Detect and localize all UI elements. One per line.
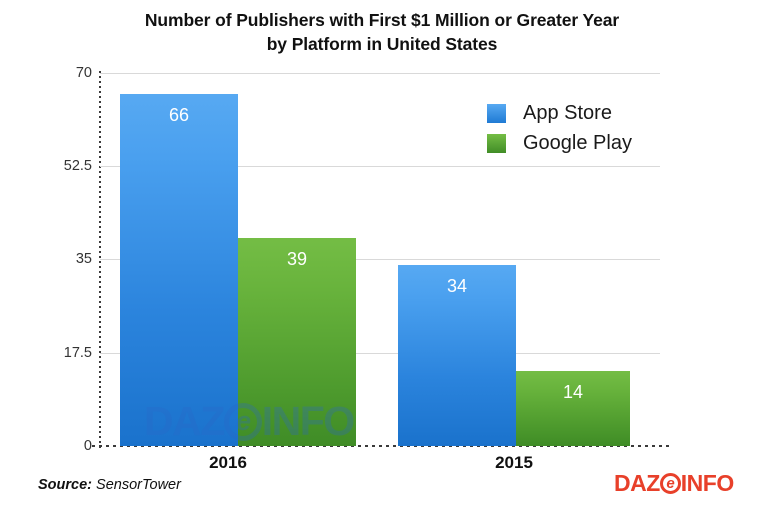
bar-google-play-2015[interactable]: 14 xyxy=(516,371,630,446)
logo-circled-e-icon: e xyxy=(659,473,681,494)
y-axis-labels: 70 52.5 35 17.5 0 xyxy=(0,0,92,511)
gridline xyxy=(100,166,660,167)
legend-label: Google Play xyxy=(523,131,632,154)
y-tick-label: 70 xyxy=(75,65,92,81)
x-axis-line xyxy=(92,445,670,447)
x-tick-label-2015: 2015 xyxy=(495,453,533,472)
chart-title: Number of Publishers with First $1 Milli… xyxy=(60,8,704,56)
x-tick-label-2016: 2016 xyxy=(209,453,247,472)
bar-value-label: 14 xyxy=(562,382,584,402)
bar-value-label: 39 xyxy=(286,249,308,269)
y-tick-label: 52.5 xyxy=(63,158,92,174)
gridline xyxy=(100,259,660,260)
legend-item-google-play[interactable]: Google Play xyxy=(487,128,632,158)
chart-title-line-1: Number of Publishers with First $1 Milli… xyxy=(144,10,620,30)
bar-value-label: 34 xyxy=(446,276,468,296)
gridline xyxy=(100,73,660,74)
y-tick-label: 0 xyxy=(83,438,92,454)
y-tick-label: 35 xyxy=(75,251,92,267)
logo-text-right: INFO xyxy=(680,470,734,496)
legend-item-app-store[interactable]: App Store xyxy=(487,98,632,128)
logo-text-left: DAZ xyxy=(614,470,660,496)
legend-label: App Store xyxy=(523,101,612,124)
bar-value-label: 66 xyxy=(168,105,190,125)
gridline xyxy=(100,353,660,354)
legend-swatch-icon xyxy=(487,133,506,153)
plot-area: 66 39 34 14 xyxy=(100,73,660,446)
bar-app-store-2016[interactable]: 66 xyxy=(120,94,238,446)
chart-title-line-2: by Platform in United States xyxy=(266,34,498,54)
bar-app-store-2015[interactable]: 34 xyxy=(398,265,516,446)
source-label: Source: xyxy=(38,477,92,493)
legend-swatch-icon xyxy=(487,103,506,123)
bar-google-play-2016[interactable]: 39 xyxy=(238,238,356,446)
dazeinfo-logo[interactable]: DAZ e INFO xyxy=(614,470,734,497)
y-tick-label: 17.5 xyxy=(63,345,92,361)
source-value: SensorTower xyxy=(96,477,181,493)
chart-legend: App Store Google Play xyxy=(487,98,632,158)
source-note: Source: SensorTower xyxy=(38,477,181,493)
